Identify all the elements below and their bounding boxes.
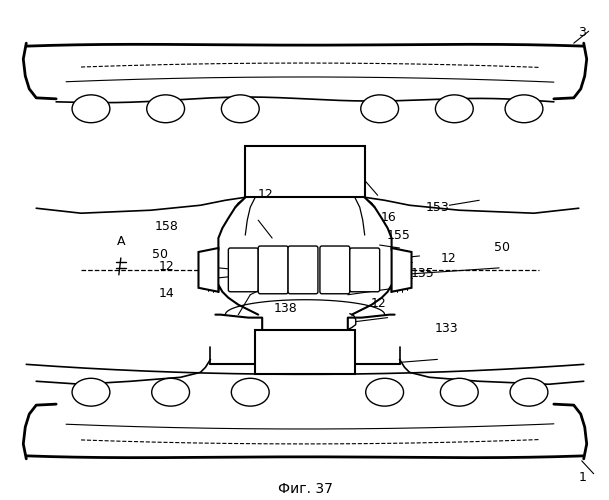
Ellipse shape xyxy=(222,95,259,122)
Text: 16: 16 xyxy=(380,211,396,224)
Text: 155: 155 xyxy=(387,228,410,241)
Ellipse shape xyxy=(152,378,189,406)
Text: Фиг. 37: Фиг. 37 xyxy=(278,482,333,496)
Text: 1: 1 xyxy=(578,471,586,484)
Text: 135: 135 xyxy=(411,268,435,280)
Ellipse shape xyxy=(231,378,269,406)
Text: 14: 14 xyxy=(158,288,174,300)
FancyBboxPatch shape xyxy=(288,246,318,294)
Text: 3: 3 xyxy=(578,26,586,38)
Ellipse shape xyxy=(440,378,478,406)
Text: 12: 12 xyxy=(441,252,457,266)
Text: 158: 158 xyxy=(154,220,178,232)
Text: 12: 12 xyxy=(257,188,273,201)
Text: 133: 133 xyxy=(435,322,459,335)
Ellipse shape xyxy=(366,378,404,406)
Text: 12: 12 xyxy=(371,297,386,310)
Text: 12: 12 xyxy=(158,260,174,274)
Polygon shape xyxy=(392,248,412,292)
Polygon shape xyxy=(26,44,583,102)
Text: 153: 153 xyxy=(426,201,449,214)
Ellipse shape xyxy=(505,95,543,122)
Text: 50: 50 xyxy=(493,240,510,254)
Ellipse shape xyxy=(147,95,185,122)
Text: 50: 50 xyxy=(152,248,168,262)
Ellipse shape xyxy=(435,95,473,122)
Polygon shape xyxy=(255,330,355,374)
Ellipse shape xyxy=(72,95,110,122)
Text: A: A xyxy=(117,234,125,248)
Polygon shape xyxy=(199,248,219,292)
Polygon shape xyxy=(245,146,365,198)
FancyBboxPatch shape xyxy=(228,248,258,292)
Ellipse shape xyxy=(510,378,548,406)
Polygon shape xyxy=(26,364,583,458)
Ellipse shape xyxy=(72,378,110,406)
Text: 138: 138 xyxy=(273,302,297,315)
FancyBboxPatch shape xyxy=(258,246,288,294)
FancyBboxPatch shape xyxy=(350,248,379,292)
Ellipse shape xyxy=(361,95,398,122)
FancyBboxPatch shape xyxy=(320,246,350,294)
